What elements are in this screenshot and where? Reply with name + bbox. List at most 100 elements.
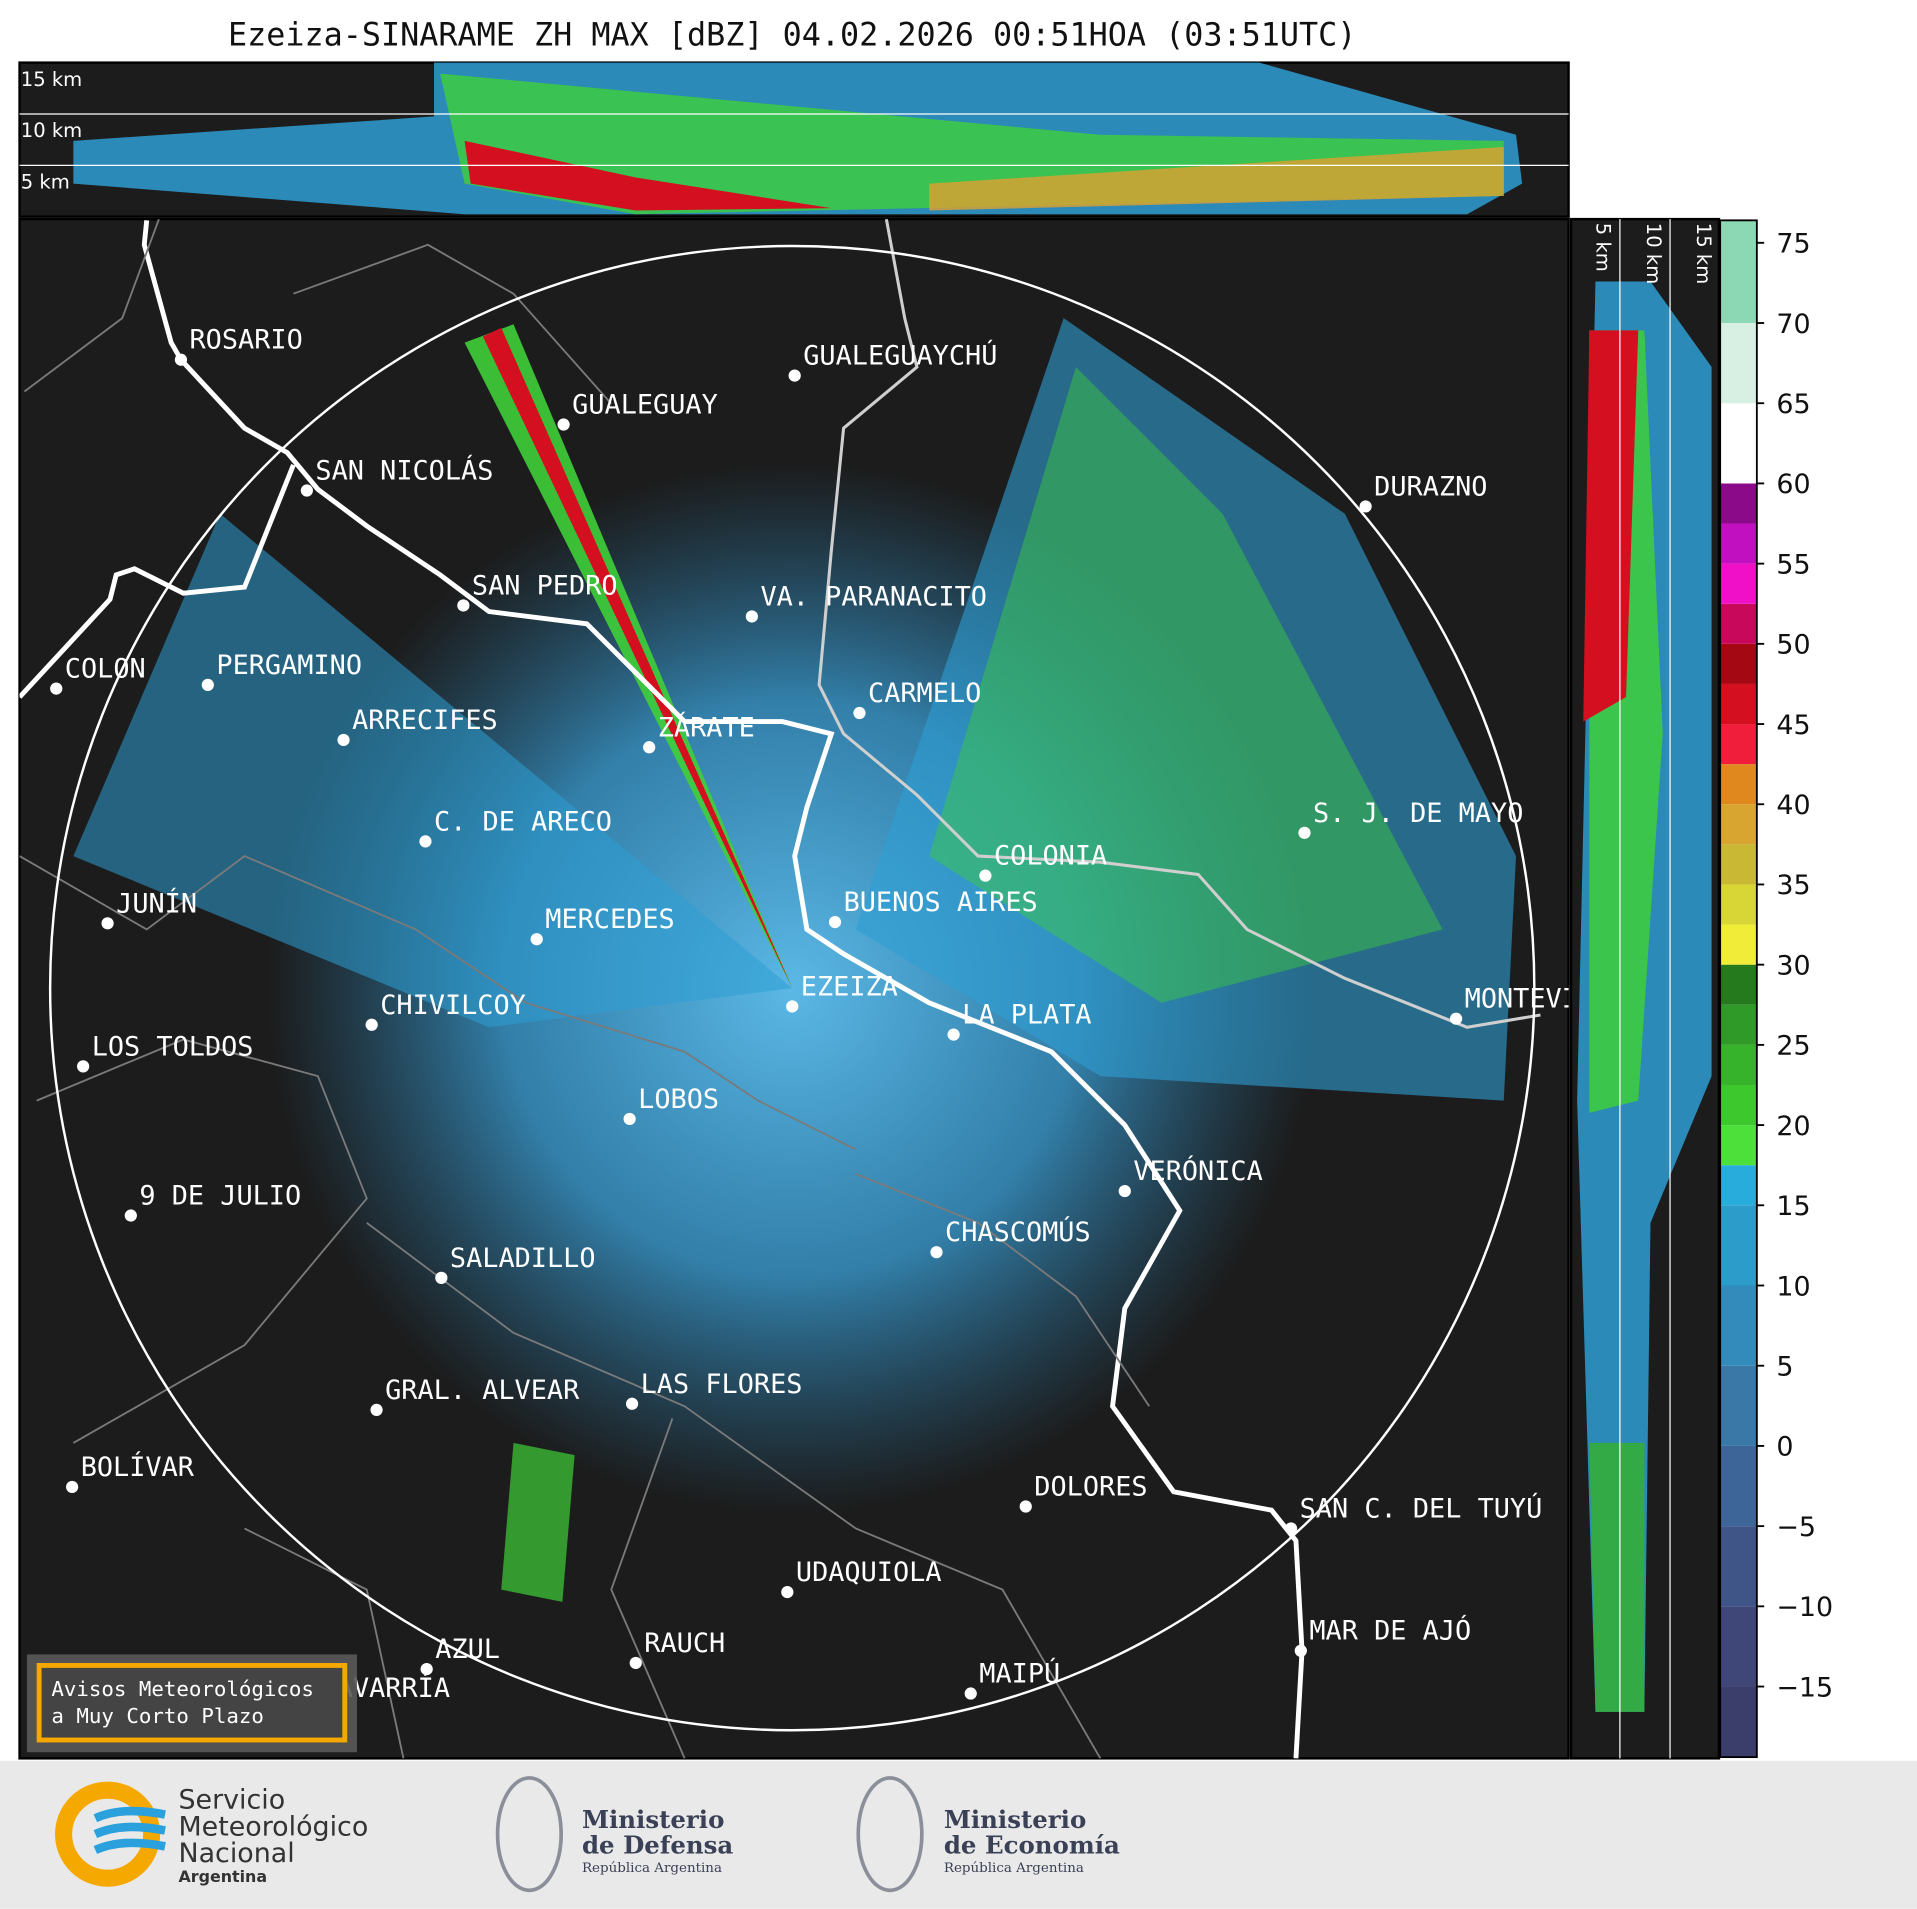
city-label: GUALEGUAY [572, 390, 718, 421]
city-label: MERCEDES [545, 904, 674, 935]
colorbar-tick-label: 25 [1776, 1031, 1810, 1062]
city-label: ZÁRATE [658, 711, 755, 743]
colorbar-segment [1720, 1686, 1757, 1758]
city-label: COLONIA [994, 841, 1107, 872]
top-panel: 15 km 10 km 5 km [18, 61, 1570, 218]
city-dot [629, 1656, 642, 1670]
echo-core [464, 140, 832, 211]
city-label: BOLÍVAR [81, 1451, 195, 1483]
colorbar-tick-label: 5 [1776, 1351, 1793, 1382]
city-dot [557, 418, 570, 431]
height-label: 15 km [1692, 223, 1715, 284]
logo-defensa: Ministerio de Defensa República Argentin… [495, 1776, 733, 1893]
city-dot [201, 678, 214, 692]
colorbar-tick-label: 0 [1776, 1432, 1793, 1463]
city-label: LA PLATA [962, 1000, 1091, 1031]
logo-text: Argentina [178, 1867, 267, 1886]
city-dot [853, 706, 866, 720]
logo-emblem [495, 1776, 563, 1893]
colorbar-segment [1720, 683, 1757, 725]
city-label: RAUCH [644, 1628, 725, 1659]
logo-text: Servicio [178, 1784, 285, 1815]
colorbar-segment [1720, 1165, 1757, 1206]
logo-ring [55, 1781, 161, 1887]
warning-box-border[interactable] [36, 1662, 348, 1743]
colorbar-tick-label: 40 [1776, 790, 1810, 821]
colorbar-tick-label: 70 [1776, 309, 1810, 340]
city-label: ARRECIFES [352, 705, 498, 736]
colorbar-tick-label: 15 [1776, 1191, 1810, 1222]
city-dot [625, 1397, 639, 1410]
logo-text: Ministerio [944, 1805, 1086, 1834]
city-label: SAN C. DEL TUYÚ [1300, 1492, 1543, 1524]
colorbar-segment [1720, 323, 1757, 404]
city-label: C. DE ARECO [434, 806, 612, 837]
city-label: AZUL [435, 1634, 500, 1665]
city-dot [788, 369, 801, 382]
map: ROSARIO GUALEGUAYCHÚ GUALEGUAY SAN NICOLÁS D… [18, 217, 1570, 1760]
colorbar-tick-label: 45 [1776, 710, 1810, 741]
city-dot [300, 484, 313, 497]
echo-area [464, 324, 793, 989]
city-dot [77, 1060, 90, 1073]
range-ring [48, 244, 1536, 1732]
echo-area [929, 146, 1504, 211]
city-dot [66, 1480, 79, 1494]
colorbar-segment [1720, 483, 1757, 524]
city-label: S. J. DE MAYO [1313, 798, 1523, 829]
city-dot [174, 353, 188, 366]
city-dot [1019, 1500, 1032, 1513]
logo-smn: Servicio Meteorológico Nacional Argentin… [55, 1781, 368, 1887]
city-label: UDAQUIOLA [796, 1557, 942, 1588]
city-label: ROSARIO [189, 325, 302, 356]
city-label: LAS FLORES [641, 1369, 803, 1400]
city-dot [124, 1209, 137, 1222]
city-label: CARMELO [868, 678, 981, 709]
colorbar-segment [1720, 1445, 1757, 1527]
city-dot [930, 1246, 943, 1259]
city-label: CHIVILCOY [380, 990, 526, 1021]
city-dot [745, 610, 758, 623]
colorbar-segment [1720, 603, 1757, 644]
city-label: LOBOS [638, 1084, 719, 1115]
logo-waves [93, 1806, 166, 1854]
city-dot [623, 1112, 636, 1126]
city-label: VERÓNICA [1133, 1155, 1262, 1187]
colorbar-tick-label: 30 [1776, 950, 1810, 981]
height-label: 10 km [21, 119, 82, 142]
boundary [19, 219, 1150, 1759]
colorbar-frame [1719, 219, 1758, 1759]
echo-area [929, 367, 1443, 1003]
city-dot [435, 1271, 448, 1284]
warning-box[interactable]: Avisos Meteorológicos a Muy Corto Plazo [26, 1654, 357, 1753]
echo-area [1589, 1442, 1645, 1712]
colorbar-tick-label: −5 [1776, 1512, 1816, 1543]
city-dot [337, 733, 350, 747]
city-label: JUNÍN [116, 887, 197, 919]
logo-economia: Ministerio de Economía República Argenti… [856, 1776, 1120, 1893]
colorbar-segment [1720, 1004, 1757, 1045]
side-panel: 5 km 10 km 15 km [1569, 217, 1721, 1760]
city-dot [1284, 1522, 1298, 1535]
echo-core [482, 327, 793, 989]
logo-text: Ministerio [582, 1805, 724, 1834]
city-dot [1118, 1184, 1131, 1198]
city-label: MAIPÚ [979, 1658, 1060, 1690]
city-dot [964, 1687, 977, 1700]
city-label: BUENOS AIRES [844, 887, 1038, 918]
city-dot [50, 682, 63, 695]
colorbar-tick-label: 55 [1776, 549, 1810, 580]
city-label: EZEIZA [801, 971, 898, 1002]
river [817, 219, 1541, 1029]
city-dot [457, 599, 470, 612]
city-label: PERGAMINO [216, 650, 362, 681]
city-dot [786, 1000, 799, 1013]
city-label: GRAL. ALVEAR [385, 1375, 580, 1406]
city-dot [419, 835, 432, 848]
city-label: 9 DE JULIO [139, 1181, 301, 1212]
city-dot [781, 1585, 794, 1599]
colorbar-segment [1720, 403, 1757, 484]
